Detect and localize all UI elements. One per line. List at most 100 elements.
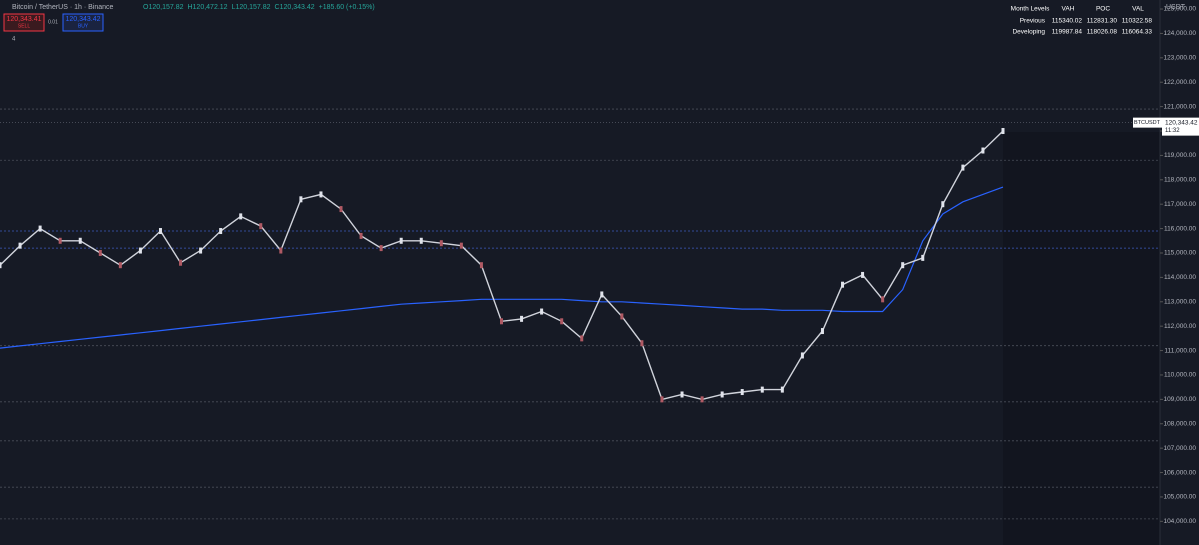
price-point [239, 213, 243, 220]
price-point [800, 352, 804, 359]
price-point [921, 254, 925, 261]
price-point [319, 191, 323, 198]
table-header: POC [1096, 6, 1110, 13]
y-tick-label: 114,000.00 [1164, 274, 1196, 281]
symbol-tag [1133, 117, 1162, 128]
vwap-line [0, 186, 1004, 349]
ohlc-value: +185.60 (+0.15%) [319, 4, 375, 11]
levels-table [1003, 0, 1160, 40]
y-tick-label: 119,000.00 [1164, 152, 1196, 159]
buy-price: 120,343.42 [65, 16, 100, 23]
price-point [359, 232, 363, 239]
countdown: 11:32 [1165, 128, 1180, 134]
y-tick-label: 118,000.00 [1164, 177, 1196, 184]
table-cell: 118026.08 [1087, 29, 1118, 36]
price-point [18, 242, 22, 249]
sell-button[interactable] [3, 13, 45, 32]
table-cell: 119987.84 [1052, 29, 1083, 36]
price-point [700, 396, 704, 403]
y-tick-label: 113,000.00 [1164, 298, 1196, 305]
y-tick-label: 111,000.00 [1164, 347, 1196, 354]
sell-label: SELL [18, 23, 30, 29]
price-point [118, 262, 122, 269]
indicator-toggle[interactable]: 4 [12, 37, 16, 43]
buy-label: BUY [78, 23, 89, 29]
price-point [399, 237, 403, 244]
price-point [560, 318, 564, 325]
price-point [500, 318, 503, 325]
table-cell: 116064.33 [1122, 29, 1153, 36]
price-point [38, 225, 42, 232]
ohlc-value: O120,157.82 [143, 4, 184, 11]
table-header: VAH [1062, 6, 1075, 13]
table-header: Month Levels [1011, 6, 1050, 13]
price-point [600, 291, 604, 298]
currency: USDT [1166, 4, 1186, 11]
y-tick-label: 104,000.00 [1163, 518, 1196, 525]
symbol: Bitcoin / TetherUS · 1h · Binance [12, 4, 114, 11]
price-point [861, 271, 865, 278]
price-point [640, 340, 644, 347]
price-point [941, 201, 945, 208]
y-tick-label: 121,000.00 [1163, 103, 1196, 110]
buy-button[interactable] [62, 13, 104, 32]
price-point [720, 391, 724, 398]
price-point [961, 164, 965, 171]
table-header: VAL [1132, 6, 1144, 13]
price-point [339, 206, 343, 213]
table-cell: 110322.58 [1122, 18, 1153, 25]
price-point [540, 308, 544, 315]
price-point [158, 228, 162, 235]
price-point [780, 386, 784, 393]
price-point [0, 262, 2, 269]
table-cell: 115340.02 [1052, 18, 1083, 25]
price-point [1001, 128, 1005, 135]
y-tick-label: 108,000.00 [1163, 420, 1196, 427]
price-point [419, 237, 423, 244]
price-point [279, 247, 283, 254]
price-point [138, 247, 142, 254]
table-cell: Previous [1020, 18, 1046, 25]
y-tick-label: 106,000.00 [1163, 469, 1196, 476]
price-tag [1162, 117, 1199, 136]
table: Month Levels VAH POC VAL Previous 115340.02 11… [1011, 6, 1153, 36]
price-point [660, 396, 664, 403]
price-point [179, 259, 183, 266]
price-point [98, 249, 102, 256]
y-tick-label: 124,000.00 [1163, 30, 1196, 37]
price-point [740, 389, 744, 396]
table-cell: Developing [1012, 29, 1045, 36]
y-tick-label: 110,000.00 [1164, 372, 1196, 379]
ohlc-value: H120,472.12 [187, 4, 227, 11]
price-point [379, 245, 383, 252]
price-point [58, 237, 62, 244]
y-tick-label: 109,000.00 [1163, 396, 1196, 403]
price-point [820, 328, 824, 335]
y-tick-label: 122,000.00 [1163, 79, 1196, 86]
price-point [680, 391, 684, 398]
ohlc-value: C120,343.42 [275, 4, 315, 11]
price-point [479, 262, 483, 269]
y-tick-label: 123,000.00 [1163, 55, 1196, 62]
price-point [620, 313, 624, 320]
price-point [881, 296, 885, 303]
price-point [520, 315, 524, 322]
ohlc-value: L120,157.82 [232, 4, 271, 11]
y-tick-label: 107,000.00 [1163, 445, 1196, 452]
y-tick-label: 116,000.00 [1164, 225, 1196, 232]
price-tag-label: 120,343.42 [1165, 119, 1198, 126]
price-point [841, 281, 845, 288]
price-point [259, 223, 263, 230]
y-tick-label: 105,000.00 [1163, 494, 1196, 501]
price-point [199, 247, 203, 254]
price-point [580, 335, 584, 342]
symbol-tag-label: BTCUSDT [1134, 120, 1161, 126]
price-point [459, 242, 463, 249]
quantity: 0.01 [48, 19, 58, 25]
table-cell: 112831.30 [1087, 18, 1118, 25]
y-tick-label: 112,000.00 [1164, 323, 1196, 330]
y-tick-label: 115,000.00 [1164, 250, 1196, 257]
y-tick-label: 117,000.00 [1164, 201, 1196, 208]
price-point [901, 262, 905, 269]
